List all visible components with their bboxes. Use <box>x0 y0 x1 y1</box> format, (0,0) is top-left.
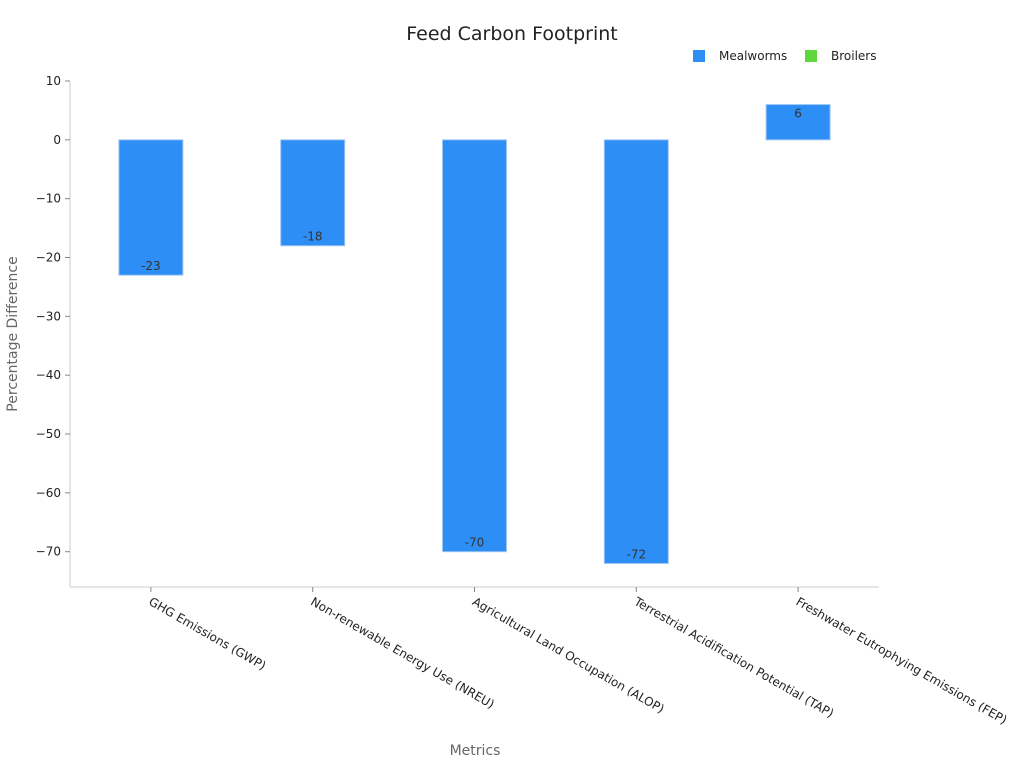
y-tick-label: −70 <box>36 545 61 559</box>
y-tick-label: −20 <box>36 251 61 265</box>
y-tick-label: −30 <box>36 309 61 323</box>
bar-data-label: -23 <box>141 259 161 273</box>
chart-title: Feed Carbon Footprint <box>406 23 617 45</box>
bar[interactable] <box>442 139 507 553</box>
y-axis-ticks: 10 0 −10 −20 −30 −40 −50 −60 −70 <box>36 74 70 559</box>
legend: Mealworms Broilers <box>693 49 876 63</box>
x-tick-label: GHG Emissions (GWP) <box>146 594 268 672</box>
x-axis-label: Metrics <box>450 743 501 759</box>
y-tick-label: 10 <box>46 74 61 88</box>
legend-label-mealworms: Mealworms <box>719 49 787 63</box>
legend-swatch-broilers <box>805 50 817 62</box>
bar[interactable] <box>118 139 184 276</box>
y-tick-label: −40 <box>36 368 61 382</box>
legend-label-broilers: Broilers <box>831 49 876 63</box>
bar[interactable] <box>603 139 669 564</box>
x-tick-label: Non-renewable Energy Use (NREU) <box>308 594 497 711</box>
y-axis-label: Percentage Difference <box>5 256 21 411</box>
bar-data-label: -18 <box>303 230 323 244</box>
x-tick-label: Agricultural Land Occupation (ALOP) <box>470 594 667 716</box>
bar-data-label: -72 <box>626 547 646 561</box>
bar-series-mealworms <box>118 104 831 564</box>
bar[interactable] <box>765 104 831 141</box>
x-axis-ticks: GHG Emissions (GWP) Non-renewable Energy … <box>146 587 1009 727</box>
bar-data-label: 6 <box>794 107 802 121</box>
legend-swatch-mealworms <box>693 50 705 62</box>
y-tick-label: −50 <box>36 427 61 441</box>
y-tick-label: −10 <box>36 192 61 206</box>
bar[interactable] <box>280 139 346 247</box>
y-tick-label: 0 <box>53 133 61 147</box>
bar-data-labels: -23 -18 -70 -72 6 <box>141 107 802 562</box>
bar-data-label: -70 <box>465 536 485 550</box>
y-tick-label: −60 <box>36 486 61 500</box>
